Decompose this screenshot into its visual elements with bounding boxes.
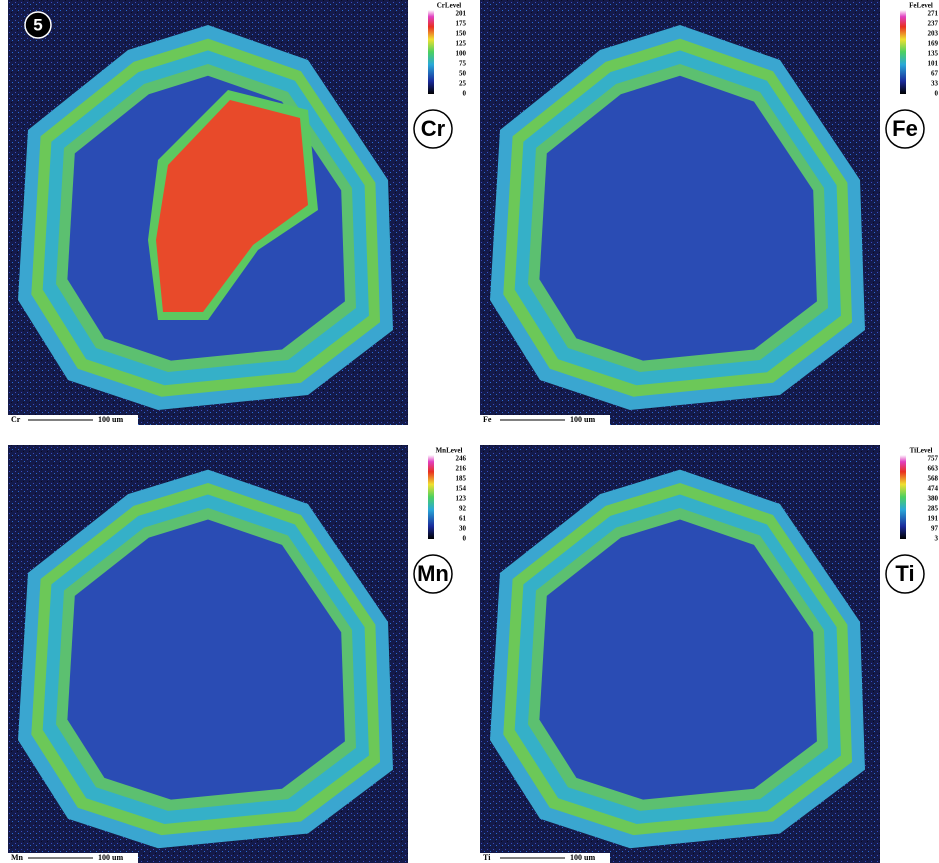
- element-label: Fe: [892, 116, 918, 141]
- level-label: 0: [463, 535, 467, 543]
- level-label: 61: [459, 515, 467, 523]
- level-label: 125: [456, 40, 467, 48]
- level-label: 568: [928, 475, 939, 483]
- level-label: 135: [928, 50, 939, 58]
- level-label: 25: [459, 80, 467, 88]
- level-label: 97: [931, 525, 939, 533]
- color-bar: [900, 10, 906, 94]
- level-label: 201: [456, 10, 467, 18]
- level-label: 271: [928, 10, 939, 18]
- level-label: 0: [463, 90, 467, 98]
- scale-text: 100 um: [98, 853, 123, 862]
- level-label: 33: [931, 80, 939, 88]
- level-label: 154: [456, 485, 467, 493]
- map-panel: Cr 100 um: [8, 0, 408, 425]
- legend-title: CrLevel: [437, 2, 462, 10]
- scale-tag: Ti: [483, 853, 491, 862]
- scale-tag: Cr: [11, 415, 21, 424]
- map-panel: Mn 100 um: [8, 445, 408, 863]
- legend-title: MnLevel: [436, 447, 463, 455]
- level-label: 175: [456, 20, 467, 28]
- scale-text: 100 um: [570, 415, 595, 424]
- level-label: 169: [928, 40, 939, 48]
- level-label: 185: [456, 475, 467, 483]
- element-label: Ti: [895, 561, 914, 586]
- level-label: 100: [456, 50, 467, 58]
- level-label: 123: [456, 495, 467, 503]
- level-label: 30: [459, 525, 467, 533]
- scale-text: 100 um: [98, 415, 123, 424]
- scale-tag: Fe: [483, 415, 492, 424]
- color-bar: [900, 455, 906, 539]
- color-bar: [428, 10, 434, 94]
- level-label: 203: [928, 30, 939, 38]
- level-label: 237: [928, 20, 939, 28]
- level-label: 216: [456, 465, 467, 473]
- level-label: 50: [459, 70, 467, 78]
- level-label: 285: [928, 505, 939, 513]
- legend-title: TiLevel: [910, 447, 933, 455]
- level-label: 101: [928, 60, 939, 68]
- map-panel: Fe 100 um: [480, 0, 880, 425]
- figure-label: 5: [33, 15, 42, 34]
- level-label: 3: [935, 535, 939, 543]
- level-label: 92: [459, 505, 467, 513]
- level-label: 757: [928, 455, 939, 463]
- element-label: Mn: [417, 561, 449, 586]
- scale-tag: Mn: [11, 853, 24, 862]
- level-label: 380: [928, 495, 939, 503]
- level-label: 67: [931, 70, 939, 78]
- color-bar: [428, 455, 434, 539]
- level-label: 150: [456, 30, 467, 38]
- element-label: Cr: [421, 116, 446, 141]
- legend-title: FeLevel: [909, 2, 933, 10]
- level-label: 663: [928, 465, 939, 473]
- level-label: 75: [459, 60, 467, 68]
- map-panel: Ti 100 um: [480, 445, 880, 863]
- level-label: 474: [928, 485, 939, 493]
- level-label: 246: [456, 455, 467, 463]
- scale-text: 100 um: [570, 853, 595, 862]
- level-label: 0: [935, 90, 939, 98]
- figure: Cr100 umCrLevel2011751501251007550250CrF…: [0, 0, 939, 863]
- level-label: 191: [928, 515, 939, 523]
